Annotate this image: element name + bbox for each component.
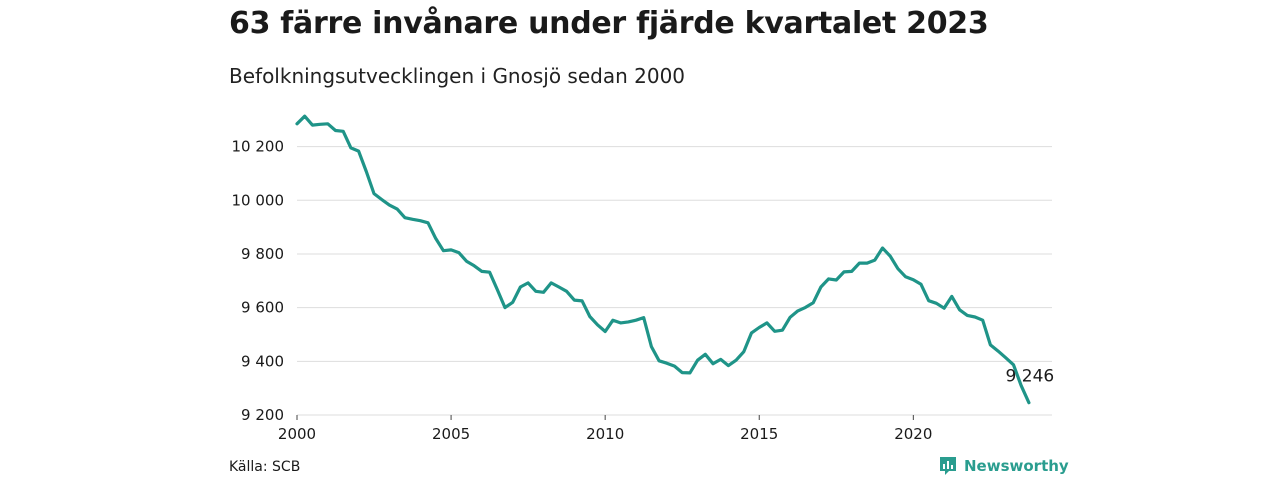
x-tick-label: 2000 bbox=[278, 425, 316, 443]
last-value-label: 9 246 bbox=[1006, 367, 1055, 387]
y-tick-label: 9 600 bbox=[241, 299, 284, 317]
x-axis-labels: 2000 2005 2010 2015 2020 bbox=[278, 415, 932, 443]
brand-name: Newsworthy bbox=[964, 457, 1069, 475]
x-tick-label: 2005 bbox=[432, 425, 470, 443]
bar-chart-icon bbox=[940, 457, 956, 475]
source-note: Källa: SCB bbox=[229, 459, 301, 475]
y-axis-labels: 9 200 9 400 9 600 9 800 10 000 10 200 bbox=[232, 138, 285, 424]
y-tick-label: 9 400 bbox=[241, 352, 284, 370]
x-tick-label: 2015 bbox=[740, 425, 778, 443]
brand-logo[interactable]: Newsworthy bbox=[938, 456, 1069, 476]
series-layer bbox=[295, 114, 1031, 405]
y-tick-label: 10 000 bbox=[232, 191, 285, 209]
x-tick-label: 2010 bbox=[586, 425, 624, 443]
series-line bbox=[295, 114, 1031, 405]
y-tick-label: 9 200 bbox=[241, 406, 284, 424]
grid-lines bbox=[297, 146, 1052, 416]
chart-title: 63 färre invånare under fjärde kvartalet… bbox=[229, 6, 989, 41]
y-tick-label: 10 200 bbox=[232, 138, 285, 156]
annotations: 9 246 bbox=[1006, 367, 1055, 387]
y-tick-label: 9 800 bbox=[241, 245, 284, 263]
x-tick-label: 2020 bbox=[894, 425, 932, 443]
chart-subtitle: Befolkningsutvecklingen i Gnosjö sedan 2… bbox=[229, 64, 686, 88]
